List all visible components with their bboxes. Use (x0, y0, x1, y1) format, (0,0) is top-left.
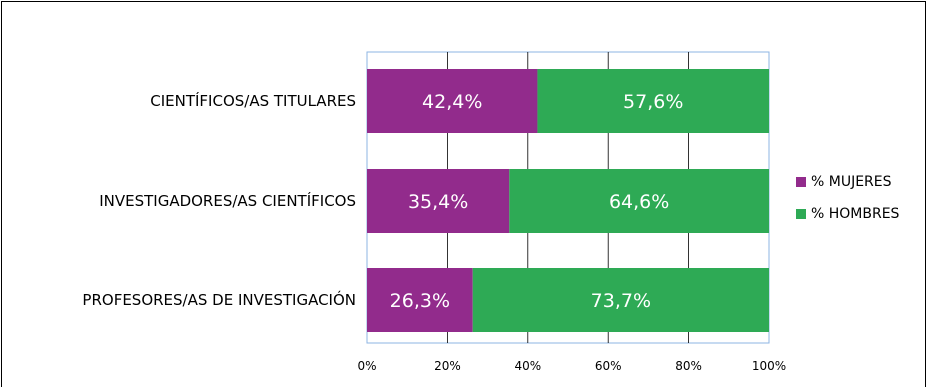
bar-data-label: 64,6% (609, 191, 669, 213)
legend-swatch (796, 177, 806, 187)
bar-segment (367, 69, 538, 133)
bar-data-label: 35,4% (408, 191, 468, 213)
x-tick-label: 0% (357, 359, 376, 373)
bar-data-label: 57,6% (623, 91, 683, 113)
category-label: PROFESORES/AS DE INVESTIGACIÓN (82, 290, 356, 309)
bar-segment (509, 169, 769, 233)
bar-segment (367, 268, 473, 332)
x-tick-label: 40% (514, 359, 541, 373)
x-tick-label: 20% (434, 359, 461, 373)
bar-segment (472, 268, 769, 332)
category-label: INVESTIGADORES/AS CIENTÍFICOS (99, 191, 356, 210)
bar-data-label: 73,7% (591, 290, 651, 312)
bar-segment (537, 69, 769, 133)
legend-label: % HOMBRES (811, 206, 900, 222)
category-label: CIENTÍFICOS/AS TITULARES (150, 91, 356, 110)
bar-data-label: 26,3% (390, 290, 450, 312)
x-tick-label: 60% (595, 359, 622, 373)
legend-swatch (796, 209, 806, 219)
x-tick-label: 80% (675, 359, 702, 373)
bar-segment (367, 169, 510, 233)
legend-label: % MUJERES (811, 174, 892, 190)
bar-data-label: 42,4% (422, 91, 482, 113)
x-tick-label: 100% (752, 359, 786, 373)
